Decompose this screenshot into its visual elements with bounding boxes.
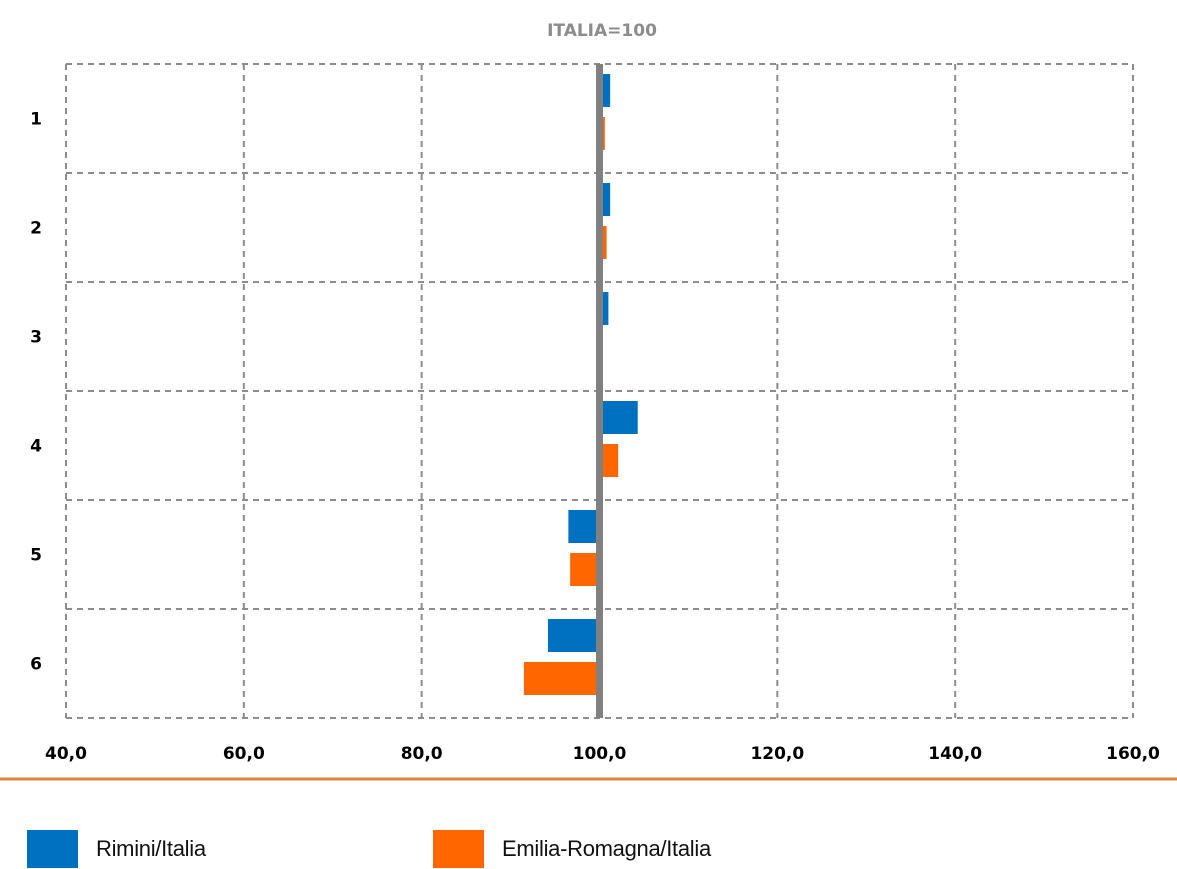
legend-label-rimini: Rimini/Italia [96,836,206,861]
legend-label-emilia-romagna: Emilia-Romagna/Italia [502,836,711,861]
category-label: 5 [30,546,42,566]
bar-rimini-3 [599,292,609,325]
bar-emilia-romagna-2 [599,226,607,259]
category-label: 3 [30,328,42,348]
bar-rimini-6 [547,619,600,652]
x-tick-label: 40,0 [45,744,87,764]
chart-title: ITALIA=100 [547,21,657,41]
bar-rimini-5 [568,510,600,543]
bar-rimini-1 [599,74,611,107]
bar-emilia-romagna-5 [570,553,600,586]
category-label: 2 [30,219,42,239]
x-tick-labels: 40,0 60,0 80,0 100,0 120,0 140,0 160,0 [45,744,1160,764]
category-labels: 1 2 3 4 5 6 [30,110,42,675]
legend-item-rimini: Rimini/Italia [27,829,206,869]
x-tick-label: 140,0 [928,744,982,764]
bars [523,74,638,695]
legend-swatch-rimini [27,830,78,868]
category-label: 1 [30,110,42,130]
category-label: 6 [30,655,42,675]
bar-rimini-4 [599,401,638,434]
x-tick-label: 80,0 [401,744,443,764]
x-tick-label: 60,0 [223,744,265,764]
legend-swatch-emilia-romagna [433,830,484,868]
x-tick-label: 120,0 [750,744,804,764]
bar-emilia-romagna-4 [599,444,619,477]
category-label: 4 [30,437,42,457]
x-tick-label: 160,0 [1106,744,1160,764]
legend: Rimini/Italia Emilia-Romagna/Italia [0,829,1177,869]
bar-rimini-2 [599,183,611,216]
bar-emilia-romagna-6 [523,662,600,695]
x-tick-label: 100,0 [573,744,627,764]
legend-item-emilia-romagna: Emilia-Romagna/Italia [433,829,711,869]
